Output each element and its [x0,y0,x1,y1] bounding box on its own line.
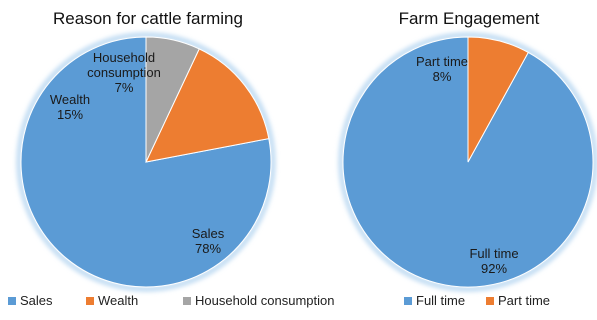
legend-1-label-full-time: Full time [416,293,465,308]
pie-0-label-wealth: Wealth 15% [50,92,90,122]
pie-0-slice-wealth[interactable] [145,48,270,163]
pie-0-label-sales: Sales 78% [192,226,225,256]
pie-0-label-household-consumption: Household consumption 7% [87,50,161,95]
legend-engagement: Full time Part time [404,293,550,308]
chart-title-engagement: Farm Engagement [399,9,540,28]
pie-reason: Sales 78% Wealth 15%Household consumption 7% [16,32,276,292]
legend-1-label-part-time: Part time [498,293,550,308]
pie-0-glow [16,32,276,292]
pie-0-slice-household-consumption[interactable] [145,36,200,163]
legend-1-swatch-full-time [404,297,412,305]
legend-0-label-wealth: Wealth [98,293,138,308]
pie-1-glow [338,32,597,292]
legend-0-swatch-sales [8,297,16,305]
legend-reason: Sales Wealth Household consumption [8,293,334,308]
pie-engagement: Full time 92% Part time 8% [338,32,597,292]
legend-0-label-household-consumption: Household consumption [195,293,334,308]
chart-title-reason: Reason for cattle farming [53,9,243,28]
legend-0-swatch-wealth [86,297,94,305]
legend-1-swatch-part-time [486,297,494,305]
pie-1-slice-part-time[interactable] [467,36,529,163]
pie-1-label-part-time: Part time 8% [416,54,468,84]
legend-0-swatch-household-consumption [183,297,191,305]
pie-1-label-full-time: Full time 92% [469,246,518,276]
legend-0-label-sales: Sales [20,293,53,308]
